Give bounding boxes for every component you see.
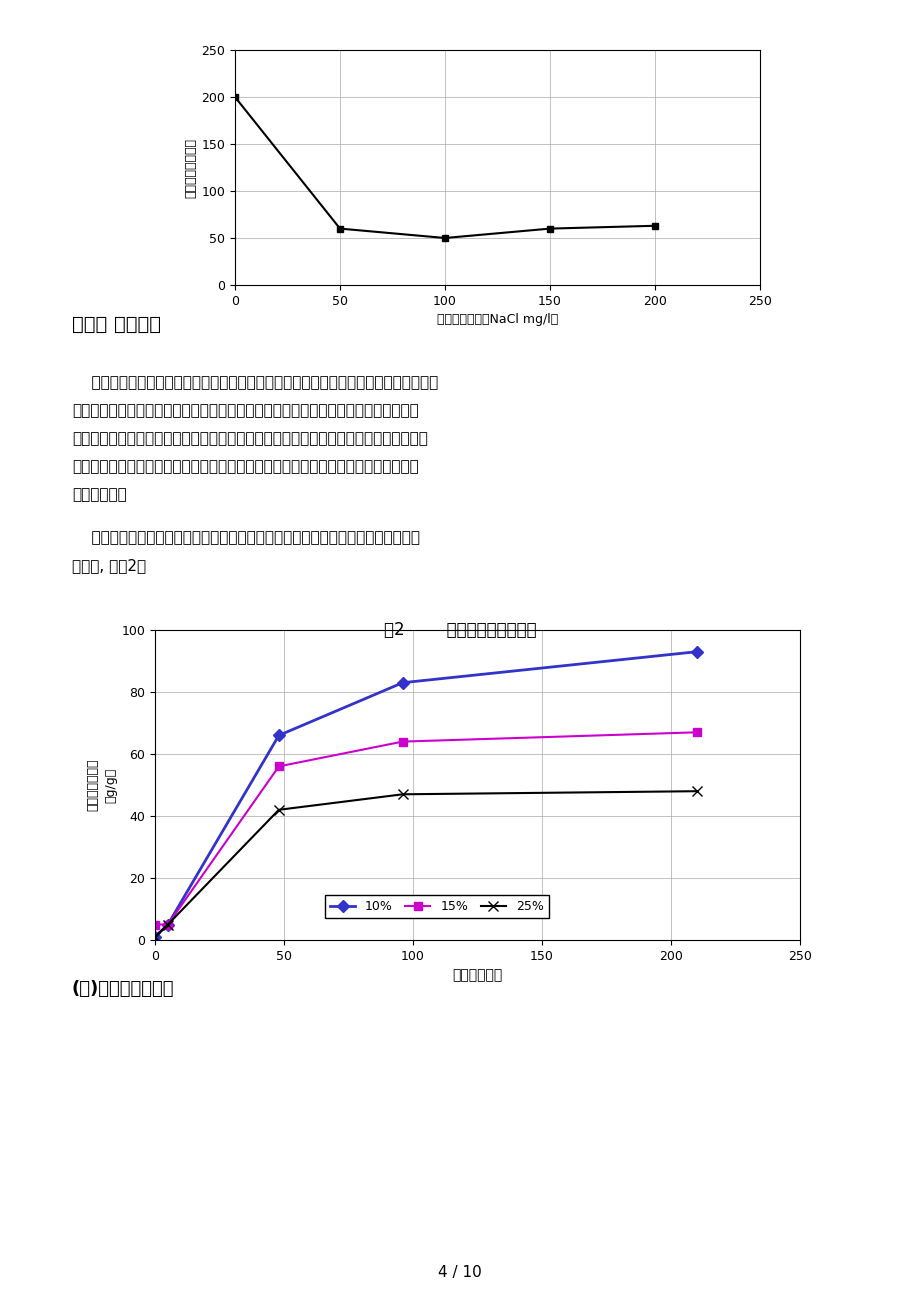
15% bbox=[273, 759, 284, 775]
Text: 未完全膨胀之前将颗粒注入到目的层，这有利于颗粒的封堵，如进行深调作业，则应选择: 未完全膨胀之前将颗粒注入到目的层，这有利于颗粒的封堵，如进行深调作业，则应选择 bbox=[72, 431, 427, 447]
Text: 大延缓, 见图2。: 大延缓, 见图2。 bbox=[72, 559, 146, 573]
Y-axis label: 每克干胶吸水量
（g/g）: 每克干胶吸水量 （g/g） bbox=[86, 759, 117, 811]
Text: 膨胀速度是衡量颗粒性能的一个重要标志，一般来说，作业措施目的不同对膨胀速度的: 膨胀速度是衡量颗粒性能的一个重要标志，一般来说，作业措施目的不同对膨胀速度的 bbox=[72, 375, 437, 391]
15% bbox=[149, 917, 160, 932]
Text: (四)耐冲刷能力评价: (四)耐冲刷能力评价 bbox=[72, 980, 174, 999]
25% bbox=[273, 802, 284, 818]
10% bbox=[690, 644, 701, 660]
15% bbox=[690, 724, 701, 740]
Text: 膨胀速度较快的颗粒，在颗粒完全膨胀后将颗粒注入到地层，有利于颗粒在裂缝或高渗: 膨胀速度较快的颗粒，在颗粒完全膨胀后将颗粒注入到地层，有利于颗粒在裂缝或高渗 bbox=[72, 460, 418, 474]
Line: 25%: 25% bbox=[150, 786, 701, 941]
Y-axis label: 膨胀体积（倍数）: 膨胀体积（倍数） bbox=[184, 138, 197, 198]
Text: 要求也不一致，如进行堵堆或者浅调作业，选择膨胀速度较慢的颗粒较为合适，在颗粒: 要求也不一致，如进行堵堆或者浅调作业，选择膨胀速度较慢的颗粒较为合适，在颗粒 bbox=[72, 404, 418, 418]
Line: 10%: 10% bbox=[151, 647, 700, 941]
15% bbox=[163, 917, 174, 932]
15% bbox=[397, 734, 408, 750]
Text: （三） 膨胀速度: （三） 膨胀速度 bbox=[72, 315, 161, 335]
Legend: 10%, 15%, 25%: 10%, 15%, 25% bbox=[324, 896, 548, 918]
25% bbox=[163, 917, 174, 932]
X-axis label: 含盐量的浓度（NaCl mg/l）: 含盐量的浓度（NaCl mg/l） bbox=[437, 314, 558, 327]
10% bbox=[273, 728, 284, 743]
10% bbox=[149, 930, 160, 945]
10% bbox=[163, 917, 174, 932]
X-axis label: 时间（小时）: 时间（小时） bbox=[452, 969, 502, 982]
10% bbox=[397, 674, 408, 690]
Text: 透带内运移。: 透带内运移。 bbox=[72, 487, 127, 503]
Text: 4 / 10: 4 / 10 bbox=[437, 1266, 482, 1280]
25% bbox=[397, 786, 408, 802]
Text: 颗粒的膨胀速度主要受配制水中含盐量和温度的影响，在盐水中的膨胀速度得到大: 颗粒的膨胀速度主要受配制水中含盐量和温度的影响，在盐水中的膨胀速度得到大 bbox=[72, 530, 419, 546]
Line: 15%: 15% bbox=[151, 728, 700, 928]
25% bbox=[690, 784, 701, 799]
25% bbox=[149, 930, 160, 945]
Text: 图2        颗粒凝胶的膨胀速度: 图2 颗粒凝胶的膨胀速度 bbox=[383, 621, 536, 639]
